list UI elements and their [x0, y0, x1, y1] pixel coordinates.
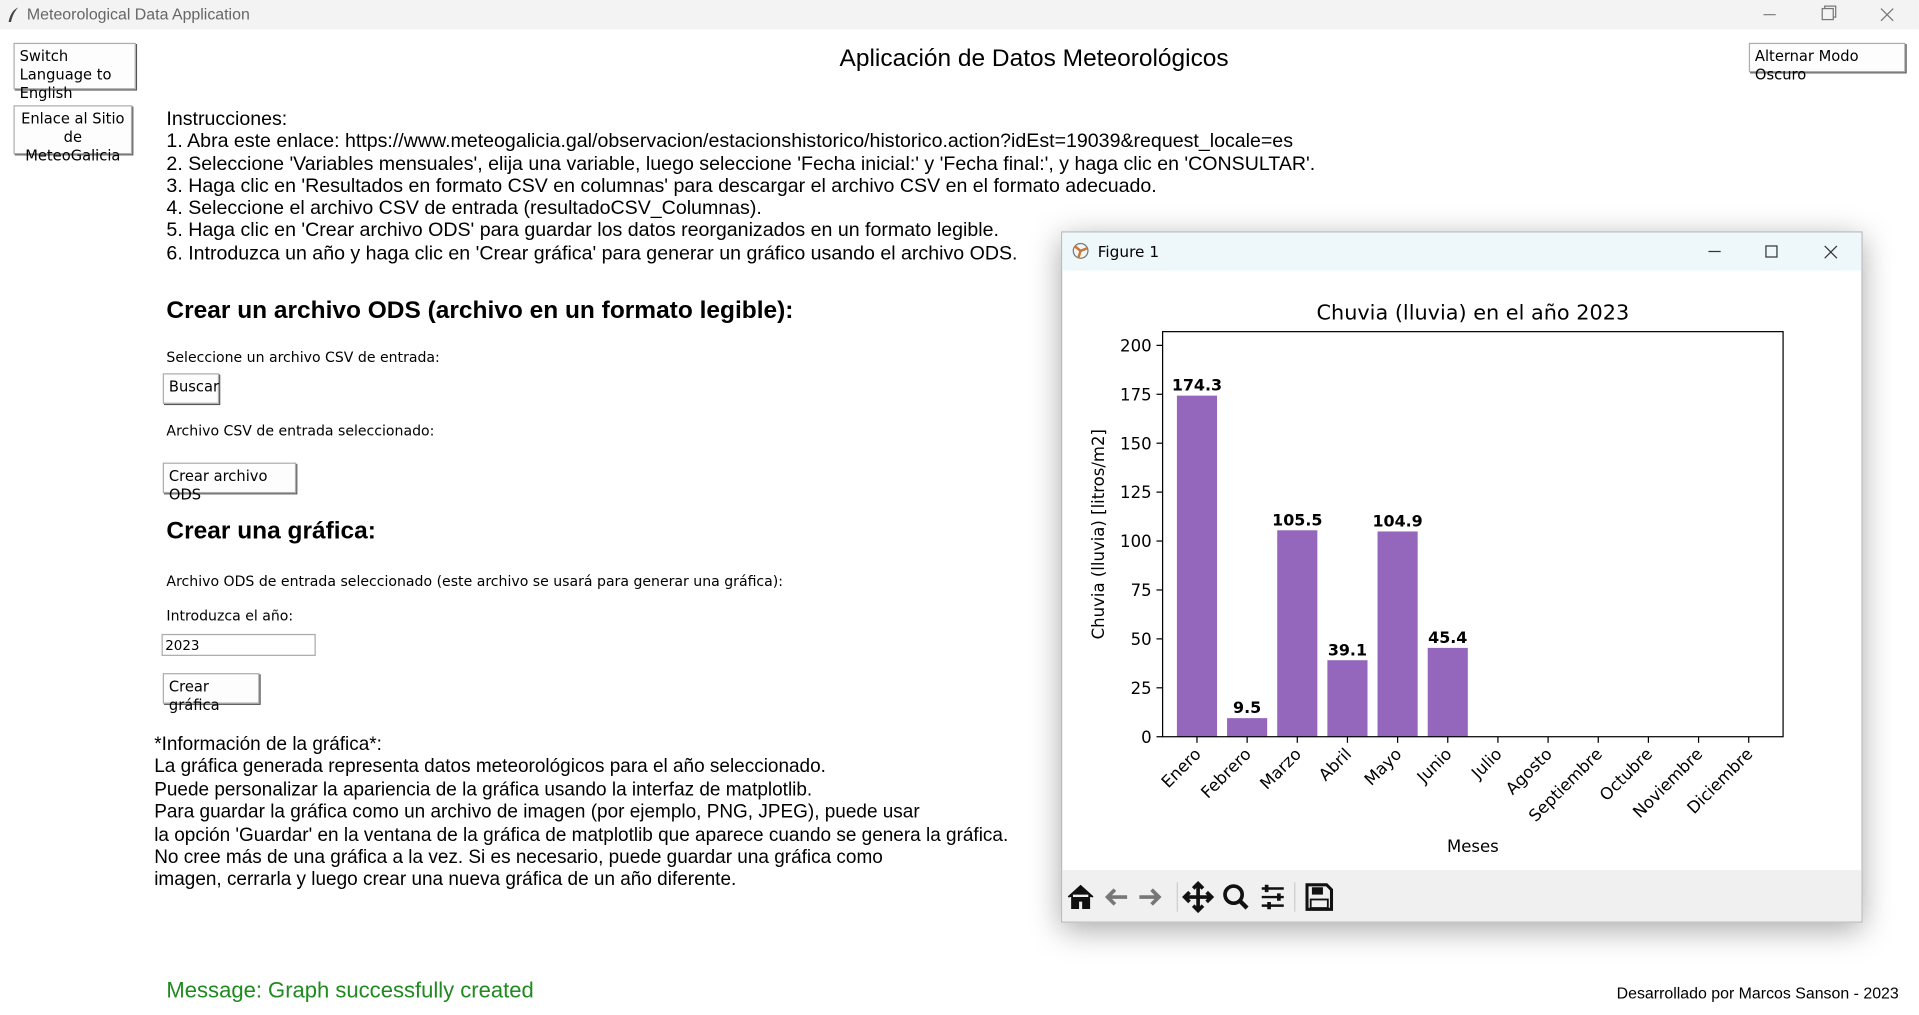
x-tick-label: Mayo: [1361, 744, 1406, 789]
y-tick-label: 75: [1131, 581, 1152, 600]
y-tick-label: 200: [1120, 336, 1152, 355]
instruction-step: 4. Seleccione el archivo CSV de entrada …: [166, 198, 762, 220]
window-title: Meteorological Data Application: [26, 4, 250, 24]
y-tick-label: 150: [1120, 434, 1152, 453]
bar: [1427, 647, 1468, 737]
bar: [1277, 530, 1318, 737]
meteogalicia-link-button[interactable]: Enlace al Sitio de MeteoGalicia: [13, 105, 133, 164]
instruction-step: 2. Seleccione 'Variables mensuales', eli…: [166, 153, 1316, 175]
y-tick-label: 100: [1120, 532, 1152, 551]
switch-language-button[interactable]: Switch Language to English: [13, 42, 136, 102]
instructions: Instrucciones: 1. Abra este enlace: http…: [166, 109, 1365, 266]
figure-title-bar: Figure 1: [1062, 232, 1862, 271]
csv-selected-label: Archivo CSV de entrada seleccionado:: [166, 422, 435, 440]
instruction-step: 6. Introduzca un año y haga clic en 'Cre…: [166, 243, 1018, 265]
graph-heading: Crear una gráfica:: [166, 517, 376, 545]
instruction-steps: 1. Abra este enlace: https://www.meteoga…: [166, 131, 1365, 265]
year-label: Introduzca el año:: [166, 607, 294, 625]
chart: Chuvia (lluvia) en el año 2023 Chuvia (ll…: [1089, 300, 1784, 856]
app-title: Aplicación de Datos Meteorológicos: [839, 45, 1229, 73]
value-label: 174.3: [1172, 376, 1222, 395]
ods-heading: Crear un archivo ODS (archivo en un form…: [166, 297, 794, 325]
value-label: 45.4: [1428, 628, 1467, 647]
x-tick-label: Junio: [1413, 744, 1456, 787]
info-line: imagen, cerrarla y luego crear una nueva…: [154, 869, 737, 891]
value-label: 39.1: [1328, 640, 1367, 659]
x-tick-label: Marzo: [1256, 744, 1305, 793]
info-line: Para guardar la gráfica como un archivo …: [154, 801, 920, 823]
figure-title: Figure 1: [1097, 242, 1160, 261]
info-line: La gráfica generada representa datos met…: [154, 756, 826, 778]
instructions-heading: Instrucciones:: [166, 108, 288, 130]
browse-button[interactable]: Buscar: [162, 373, 220, 404]
info-line: la opción 'Guardar' en la ventana de la …: [154, 824, 1009, 846]
x-tick-label: Enero: [1158, 744, 1205, 791]
value-label: 104.9: [1372, 512, 1422, 531]
year-input[interactable]: [161, 633, 316, 656]
y-tick-label: 50: [1131, 630, 1152, 649]
y-tick-label: 175: [1120, 385, 1152, 404]
app-icon: [8, 7, 19, 23]
value-label: 9.5: [1233, 698, 1261, 717]
info-line: *Información de la gráfica*:: [154, 734, 382, 756]
bar: [1227, 718, 1268, 737]
chart-title: Chuvia (lluvia) en el año 2023: [1316, 300, 1629, 324]
figure-toolbar: [1062, 870, 1862, 922]
info-line: Puede personalizar la apariencia de la g…: [154, 779, 813, 801]
graph-info: *Información de la gráfica*: La gráfica g…: [154, 734, 1060, 892]
toolbar-icons[interactable]: [1062, 870, 1343, 921]
y-tick-label: 0: [1141, 728, 1152, 747]
value-label: 105.5: [1272, 510, 1322, 529]
plot-frame: [1161, 331, 1784, 738]
y-tick-label: 125: [1120, 483, 1152, 502]
title-bar: Meteorological Data Application: [0, 0, 1919, 30]
bar: [1176, 395, 1218, 737]
bar: [1377, 531, 1418, 737]
csv-select-label: Seleccione un archivo CSV de entrada:: [166, 348, 440, 366]
instruction-step: 5. Haga clic en 'Crear archivo ODS' para…: [166, 220, 999, 242]
x-tick-label: Abril: [1315, 744, 1355, 784]
footer: Desarrollado por Marcos Sanson - 2023: [1616, 983, 1899, 1003]
y-axis-label: Chuvia (lluvia) [litros/m2]: [1089, 429, 1108, 639]
figure-window-controls[interactable]: [1699, 233, 1862, 271]
figure-icon: [1072, 242, 1089, 259]
instruction-step: 1. Abra este enlace: https://www.meteoga…: [166, 131, 1294, 153]
info-line: No cree más de una gráfica a la vez. Si …: [154, 846, 883, 868]
x-tick-label: Julio: [1467, 744, 1506, 783]
figure-window: Figure 1 Chuvia (lluvia) en el año 2023 C…: [1061, 231, 1863, 923]
x-tick-label: Febrero: [1197, 744, 1255, 802]
ods-selected-label: Archivo ODS de entrada seleccionado (est…: [166, 572, 784, 590]
bar: [1327, 660, 1368, 737]
create-ods-button[interactable]: Crear archivo ODS: [162, 462, 297, 503]
y-tick-label: 25: [1131, 679, 1152, 698]
status-message: Message: Graph successfully created: [166, 977, 534, 1003]
instruction-step: 3. Haga clic en 'Resultados en formato C…: [166, 176, 1157, 197]
window-controls[interactable]: [1752, 0, 1918, 29]
dark-mode-button[interactable]: Alternar Modo Oscuro: [1748, 42, 1906, 83]
create-graph-button[interactable]: Crear gráfica: [162, 673, 260, 713]
x-axis-label: Meses: [1447, 837, 1499, 856]
